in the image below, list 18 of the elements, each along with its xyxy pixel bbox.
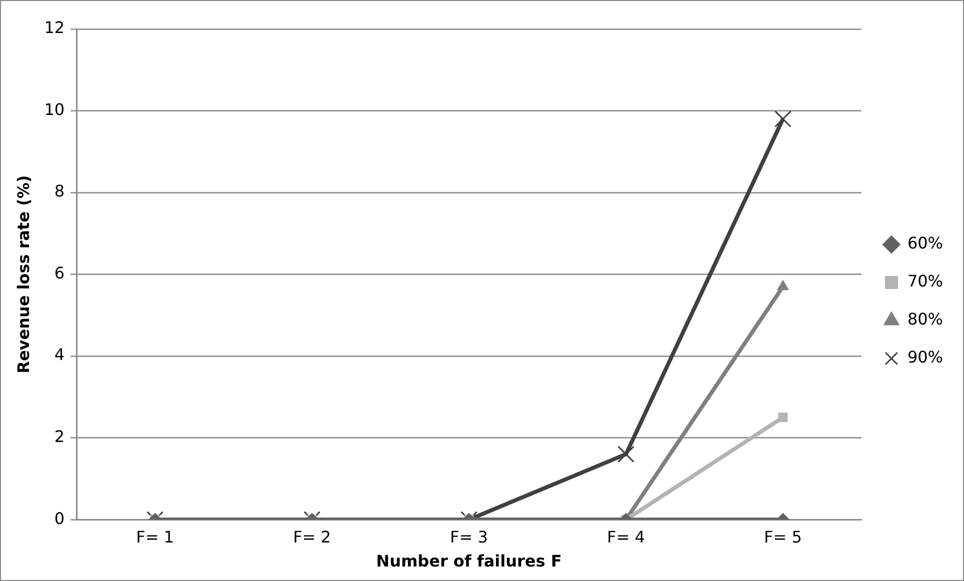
x-tick-label: F= 5 <box>764 527 802 546</box>
y-tick-label: 8 <box>54 182 65 201</box>
y-tick-label: 2 <box>54 426 65 446</box>
y-tick-label: 10 <box>44 100 65 119</box>
x-tick-label: F= 1 <box>136 527 174 546</box>
legend-label: 90% <box>907 348 943 367</box>
y-tick-label: 4 <box>54 345 65 364</box>
x-axis-title: Number of failures F <box>376 552 562 571</box>
y-axis-title: Revenue loss rate (%) <box>14 175 33 374</box>
x-tick-label: F= 2 <box>293 527 331 546</box>
legend-label: 80% <box>907 310 943 329</box>
x-tick-label: F= 3 <box>450 527 488 546</box>
x-tick-label: F= 4 <box>607 527 645 546</box>
legend-label: 70% <box>907 272 943 291</box>
y-tick-label: 0 <box>54 508 65 528</box>
y-tick-label: 12 <box>44 18 65 38</box>
legend-label: 60% <box>907 234 943 253</box>
y-tick-label: 6 <box>54 263 65 282</box>
